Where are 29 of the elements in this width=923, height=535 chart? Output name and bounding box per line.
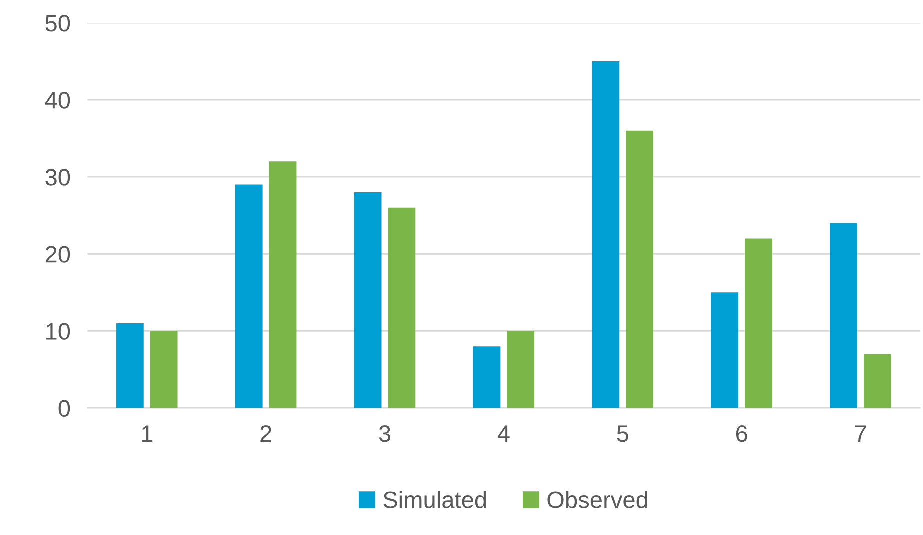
- bar: [235, 184, 263, 408]
- bar: [745, 238, 772, 408]
- x-tick-label: 5: [617, 426, 628, 442]
- y-tick-label: 20: [46, 246, 70, 263]
- bar: [711, 292, 739, 408]
- bar: [507, 331, 535, 408]
- bar: [626, 130, 654, 408]
- y-tick-label: 40: [45, 92, 70, 109]
- bar: [473, 346, 501, 408]
- bar: [864, 354, 892, 408]
- y-tick-label: 0: [58, 400, 70, 417]
- bar: [388, 208, 416, 408]
- bar: [354, 192, 382, 408]
- bar: [592, 62, 620, 408]
- y-tick-label: 10: [46, 323, 70, 340]
- y-tick-label: 50: [46, 15, 70, 32]
- bar: [116, 323, 144, 408]
- bar: [150, 331, 178, 408]
- x-tick-label: 3: [379, 425, 391, 442]
- bar: [830, 223, 858, 408]
- legend-label: Simulated: [384, 491, 486, 508]
- legend-label: Observed: [548, 491, 648, 508]
- x-tick-label: 6: [736, 425, 748, 442]
- bar: [269, 162, 297, 408]
- x-tick-label: 7: [855, 426, 866, 442]
- x-tick-label: 4: [498, 426, 510, 442]
- y-tick-label: 30: [46, 169, 70, 186]
- x-tick-label: 1: [142, 426, 153, 442]
- x-tick-label: 2: [260, 425, 272, 442]
